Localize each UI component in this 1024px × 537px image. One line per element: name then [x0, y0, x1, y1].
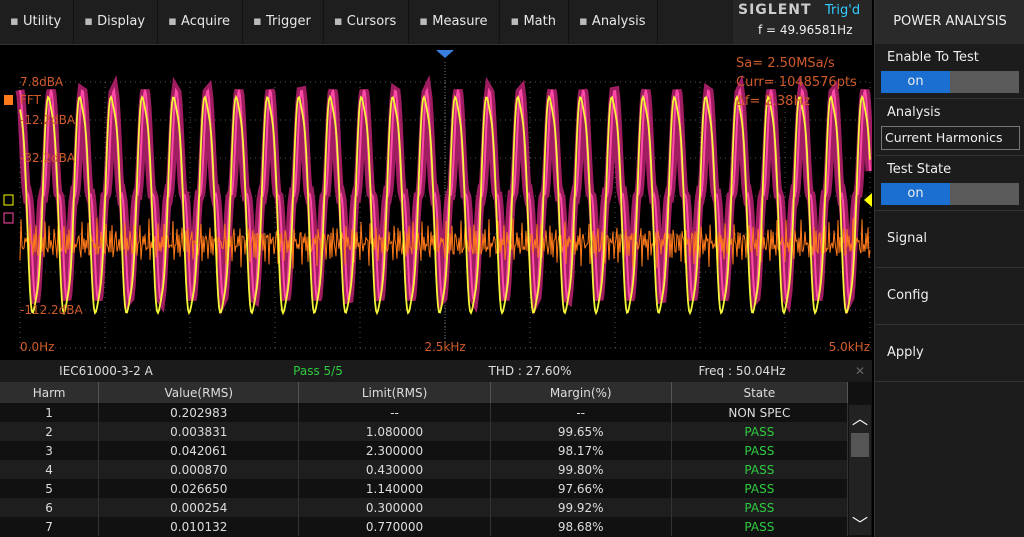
- config[interactable]: Config: [875, 268, 1024, 325]
- cell: 99.80%: [490, 460, 671, 479]
- close[interactable]: ✕: [848, 360, 872, 382]
- table-row: 20.0038311.08000099.65%PASS: [0, 422, 848, 441]
- table-row: 70.0101320.77000098.68%PASS: [0, 517, 848, 536]
- menu-item[interactable]: Trigger: [243, 0, 324, 44]
- x-label: 5.0kHz: [829, 340, 870, 354]
- label: Enable To Test: [887, 50, 1019, 65]
- toggle[interactable]: on: [881, 71, 1019, 93]
- cell: 0.300000: [299, 498, 490, 517]
- column-header: Margin(%): [490, 382, 671, 403]
- trigger-state: Trig'd: [825, 3, 860, 18]
- toggle-value: on: [881, 183, 950, 205]
- waveform-display: 7.8dBA FFT -12.2dBA -32.2dBA -112.2dBA Sa= 2.…: [0, 45, 872, 358]
- y-label: -32.2dBA: [20, 151, 76, 165]
- cell: NON SPEC: [671, 403, 847, 422]
- cell: 0.010132: [99, 517, 299, 536]
- menu-item[interactable]: Math: [500, 0, 568, 44]
- cell: PASS: [671, 441, 847, 460]
- cell: 6: [0, 498, 99, 517]
- cell: --: [490, 403, 671, 422]
- cell: 0.042061: [99, 441, 299, 460]
- cell: 1.080000: [299, 422, 490, 441]
- table-row: 60.0002540.30000099.92%PASS: [0, 498, 848, 517]
- frequency: f = 49.96581Hz: [758, 23, 853, 37]
- cell: 3: [0, 441, 99, 460]
- cell: 5: [0, 479, 99, 498]
- panel-title: POWER ANALYSIS: [875, 0, 1024, 44]
- freq: Freq : 50.04Hz: [636, 360, 848, 382]
- cell: 0.003831: [99, 422, 299, 441]
- cell: 7: [0, 517, 99, 536]
- column-header: Value(RMS): [99, 382, 299, 403]
- acq-info: Δf= 2.38Hz: [736, 94, 810, 109]
- y-label: -112.2dBA: [20, 303, 84, 317]
- cell: 97.66%: [490, 479, 671, 498]
- acq-info: Curr= 1048576pts: [736, 75, 857, 90]
- toggle[interactable]: on: [881, 183, 1019, 205]
- menu-item[interactable]: Display: [74, 0, 158, 44]
- dropdown[interactable]: Current Harmonics: [881, 126, 1020, 150]
- table-row: 30.0420612.30000098.17%PASS: [0, 441, 848, 460]
- column-header: Limit(RMS): [299, 382, 490, 403]
- harmonics-table: IEC61000-3-2 A Pass 5/5 THD : 27.60% Fre…: [0, 360, 872, 537]
- status: SIGLENT Trig'd f = 49.96581Hz: [733, 0, 872, 44]
- label: Test State: [887, 162, 1019, 177]
- cell: 99.65%: [490, 422, 671, 441]
- cell: 2: [0, 422, 99, 441]
- cell: 0.026650: [99, 479, 299, 498]
- menu-item[interactable]: Analysis: [569, 0, 659, 44]
- cell: --: [299, 403, 490, 422]
- analysis-section: Analysis Current Harmonics: [875, 99, 1024, 156]
- cell: 1: [0, 403, 99, 422]
- y-label: 7.8dBA: [20, 75, 64, 89]
- thd: THD : 27.60%: [424, 360, 636, 382]
- brand: SIGLENT: [738, 2, 812, 18]
- table-row: 50.0266501.14000097.66%PASS: [0, 479, 848, 498]
- cell: 99.92%: [490, 498, 671, 517]
- y-label: FFT: [20, 93, 42, 107]
- cell: PASS: [671, 422, 847, 441]
- cell: PASS: [671, 479, 847, 498]
- side-panel: POWER ANALYSIS Enable To Test on Analysi…: [874, 0, 1024, 537]
- cell: 0.430000: [299, 460, 490, 479]
- standard: IEC61000-3-2 A: [0, 360, 212, 382]
- menu-item[interactable]: Utility: [0, 0, 74, 44]
- result: Pass 5/5: [212, 360, 424, 382]
- menu-item[interactable]: Measure: [409, 0, 500, 44]
- cell: 4: [0, 460, 99, 479]
- cell: PASS: [671, 460, 847, 479]
- label: Analysis: [887, 105, 1019, 120]
- cell: PASS: [671, 498, 847, 517]
- table-row: 10.202983----NON SPEC: [0, 403, 848, 422]
- menu-item[interactable]: Acquire: [158, 0, 243, 44]
- acq-info: Sa= 2.50MSa/s: [736, 56, 835, 71]
- enable-section: Enable To Test on: [875, 44, 1024, 99]
- cell: 0.770000: [299, 517, 490, 536]
- cell: PASS: [671, 517, 847, 536]
- cell: 0.000254: [99, 498, 299, 517]
- cell: 0.000870: [99, 460, 299, 479]
- table-row: 40.0008700.43000099.80%PASS: [0, 460, 848, 479]
- y-label: -12.2dBA: [20, 113, 76, 127]
- x-label: 0.0Hz: [20, 340, 54, 354]
- signal[interactable]: Signal: [875, 211, 1024, 268]
- cell: 98.17%: [490, 441, 671, 460]
- table: HarmValue(RMS)Limit(RMS)Margin(%)State10…: [0, 382, 848, 536]
- x-label: 2.5kHz: [424, 340, 465, 354]
- state-section: Test State on: [875, 156, 1024, 211]
- apply[interactable]: Apply: [875, 325, 1024, 382]
- scrollbar[interactable]: ︿ ﹀: [849, 405, 871, 535]
- channel-marker: [4, 95, 13, 105]
- cell: 98.68%: [490, 517, 671, 536]
- toggle-value: on: [881, 71, 950, 93]
- column-header: State: [671, 382, 847, 403]
- cell: 1.140000: [299, 479, 490, 498]
- menu-item[interactable]: Cursors: [324, 0, 409, 44]
- cell: 0.202983: [99, 403, 299, 422]
- cell: 2.300000: [299, 441, 490, 460]
- column-header: Harm: [0, 382, 99, 403]
- summary: IEC61000-3-2 A Pass 5/5 THD : 27.60% Fre…: [0, 360, 872, 382]
